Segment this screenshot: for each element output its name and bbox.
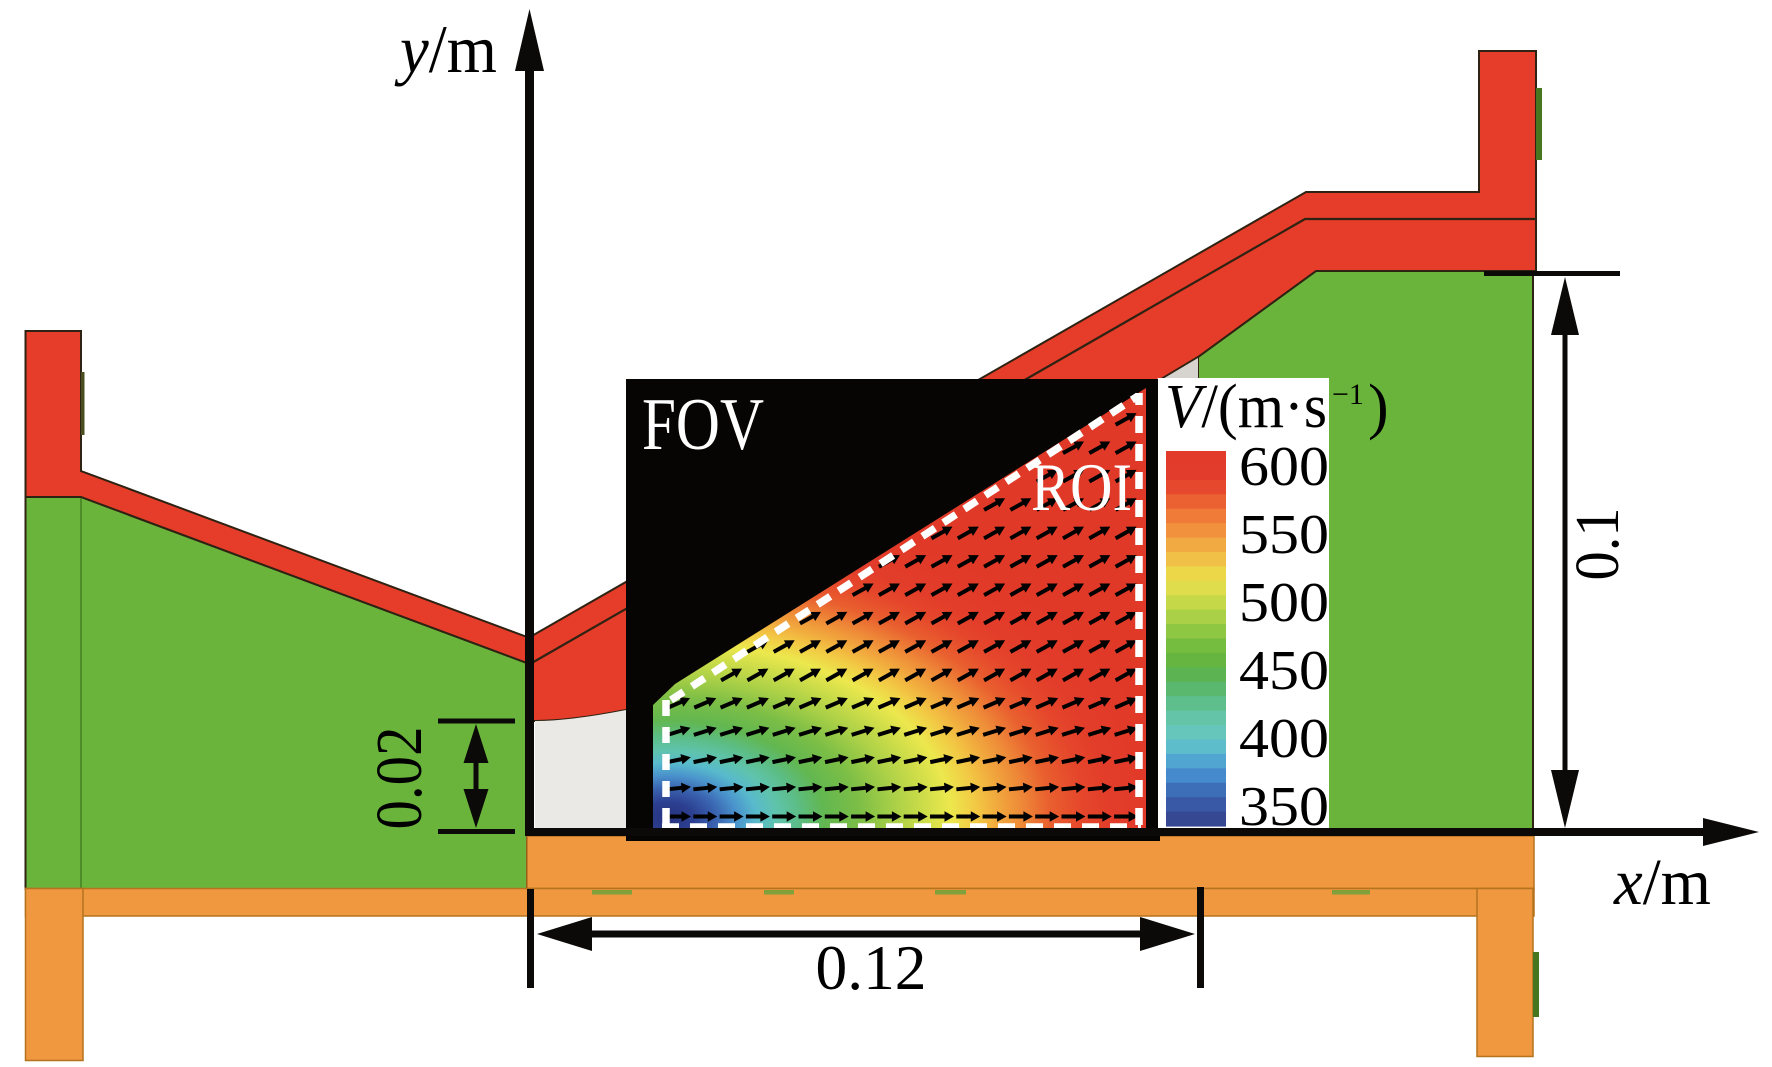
svg-text:350: 350 <box>1239 776 1329 838</box>
svg-text:550: 550 <box>1239 504 1329 566</box>
svg-text:y/m: y/m <box>394 11 497 87</box>
svg-text:600: 600 <box>1239 436 1329 498</box>
svg-text:0.12: 0.12 <box>816 932 927 1003</box>
svg-text:x/m: x/m <box>1613 846 1711 919</box>
svg-text:0.02: 0.02 <box>363 727 436 830</box>
svg-text:V/(m·s: V/(m·s <box>1165 373 1327 441</box>
svg-text:0.1: 0.1 <box>1564 508 1632 581</box>
svg-text:): ) <box>1368 373 1389 441</box>
svg-text:500: 500 <box>1239 572 1329 634</box>
svg-text:400: 400 <box>1239 708 1329 770</box>
svg-text:FOV: FOV <box>642 384 764 466</box>
svg-text:−1: −1 <box>1332 378 1364 411</box>
svg-text:ROI: ROI <box>1031 449 1132 525</box>
svg-text:450: 450 <box>1239 640 1329 702</box>
